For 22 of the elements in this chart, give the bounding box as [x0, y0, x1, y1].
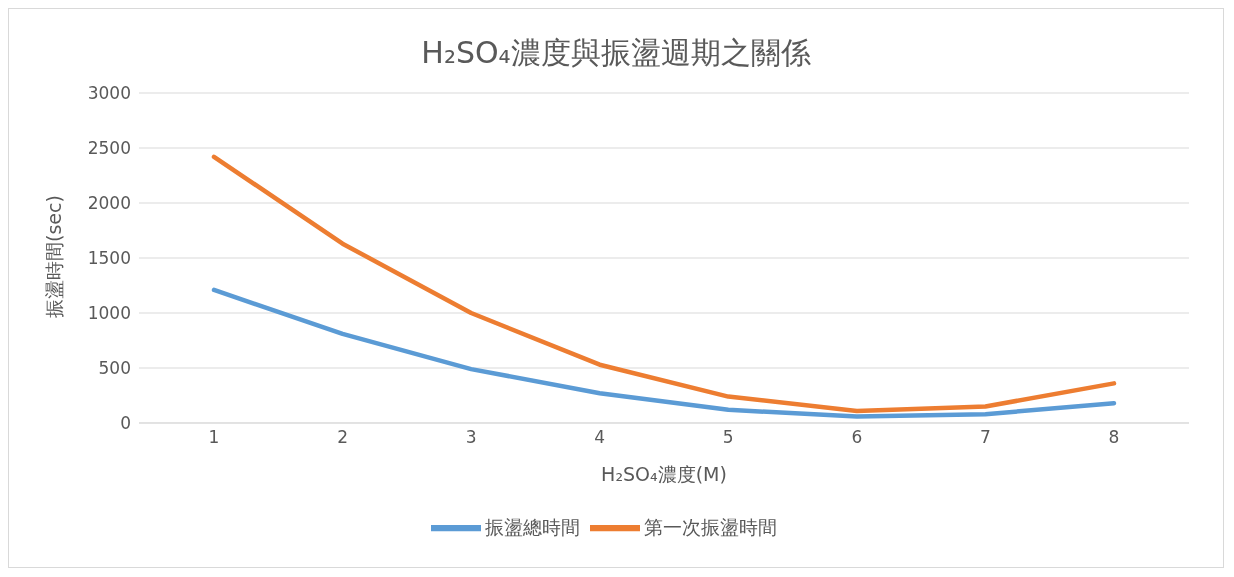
legend-label: 振盪總時間 [485, 515, 580, 538]
y-tick-label: 500 [98, 358, 131, 379]
x-tick-label: 6 [851, 427, 863, 448]
x-tick-label: 8 [1108, 427, 1120, 448]
y-tick-label: 0 [120, 413, 131, 434]
x-axis-title: H₂SO₄濃度(M) [601, 463, 727, 485]
y-tick-label: 3000 [87, 83, 131, 104]
x-tick-label: 2 [337, 427, 348, 448]
chart-title: H₂SO₄濃度與振盪週期之關係 [420, 34, 812, 72]
y-tick-label: 2500 [87, 138, 131, 159]
line-series [211, 154, 1117, 414]
x-tick-label: 7 [980, 427, 991, 448]
x-tick-label: 5 [722, 427, 734, 448]
x-tick-label: 3 [465, 427, 477, 448]
x-tick-label: 4 [594, 427, 606, 448]
y-tick-label: 2000 [87, 193, 131, 214]
y-tick-label: 1500 [87, 248, 131, 269]
line-series [211, 287, 1117, 419]
y-axis-title: 振盪時間(sec) [42, 195, 65, 318]
y-tick-label: 1000 [87, 303, 131, 324]
x-tick-label: 1 [208, 427, 220, 448]
legend-label: 第一次振盪時間 [644, 515, 777, 538]
